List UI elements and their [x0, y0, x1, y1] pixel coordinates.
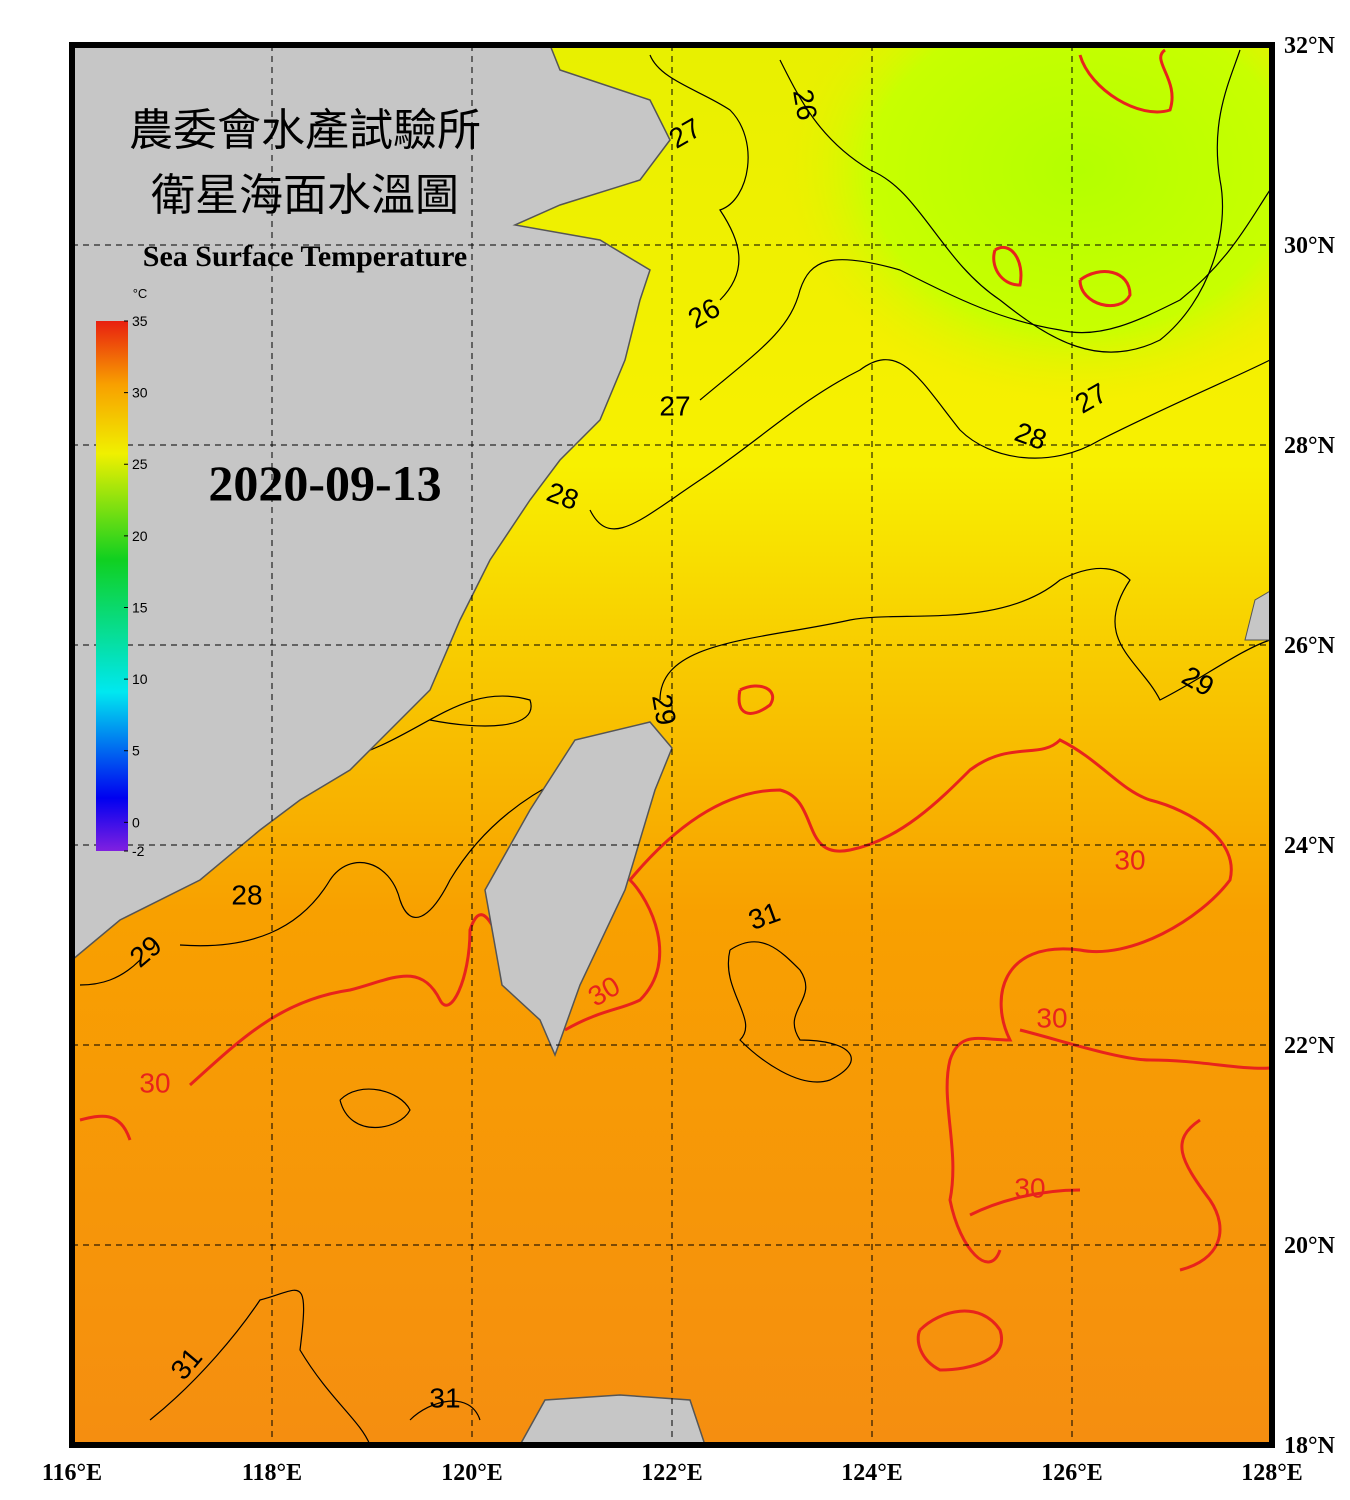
contour-lines-30	[79, 48, 1271, 1372]
contour-lines	[79, 49, 1271, 1445]
y-tick-label: 18°N	[1284, 1433, 1336, 1459]
colorbar-label: 0	[132, 814, 140, 830]
y-tick-label: 32°N	[1284, 33, 1336, 59]
x-tick-label: 126°E	[1041, 1460, 1103, 1486]
colorbar-label: 25	[132, 456, 148, 472]
x-tick-label: 116°E	[42, 1460, 102, 1486]
mainland	[72, 45, 671, 961]
title-en: Sea Surface Temperature	[143, 240, 467, 273]
x-tick-label: 128°E	[1241, 1460, 1303, 1486]
y-tick-label: 28°N	[1284, 433, 1336, 459]
colorbar-label: 35	[132, 313, 148, 329]
luzon	[519, 1394, 706, 1445]
contour-label: 26	[787, 87, 823, 123]
colorbar-label: 10	[132, 671, 148, 687]
contour-label: 30	[139, 1067, 170, 1098]
x-tick-label: 118°E	[242, 1460, 302, 1486]
y-tick-label: 26°N	[1284, 633, 1336, 659]
x-tick-label: 120°E	[441, 1460, 503, 1486]
colorbar-label: 30	[132, 385, 148, 401]
contour-label: 29	[646, 692, 682, 728]
colorbar-label: 15	[132, 599, 148, 615]
colorbar-label: -2	[132, 843, 145, 859]
contour-label: 30	[1014, 1172, 1045, 1203]
cool-water	[780, 45, 1272, 400]
date: 2020-09-13	[208, 455, 441, 511]
colorbar	[96, 321, 128, 851]
contour-label: 28	[231, 879, 262, 910]
title-zh: 衛星海面水溫圖	[151, 171, 459, 220]
frame	[69, 42, 1275, 1448]
y-tick-label: 24°N	[1284, 833, 1336, 859]
ryukyu	[1244, 589, 1272, 641]
title-zh: 農委會水產試驗所	[129, 106, 481, 155]
taiwan	[484, 721, 673, 1058]
y-tick-label: 22°N	[1284, 1033, 1336, 1059]
y-tick-label: 20°N	[1284, 1233, 1336, 1259]
colorbar-unit: °C	[133, 286, 148, 301]
contour-label: 30	[1036, 1002, 1067, 1033]
x-tick-label: 122°E	[641, 1460, 703, 1486]
colorbar-label: 20	[132, 528, 148, 544]
y-tick-label: 30°N	[1284, 233, 1336, 259]
contour-label: 30	[1114, 844, 1145, 875]
x-tick-label: 124°E	[841, 1460, 903, 1486]
contour-label: 27	[659, 390, 690, 421]
contour-label: 31	[429, 1382, 460, 1413]
colorbar-label: 5	[132, 743, 140, 759]
